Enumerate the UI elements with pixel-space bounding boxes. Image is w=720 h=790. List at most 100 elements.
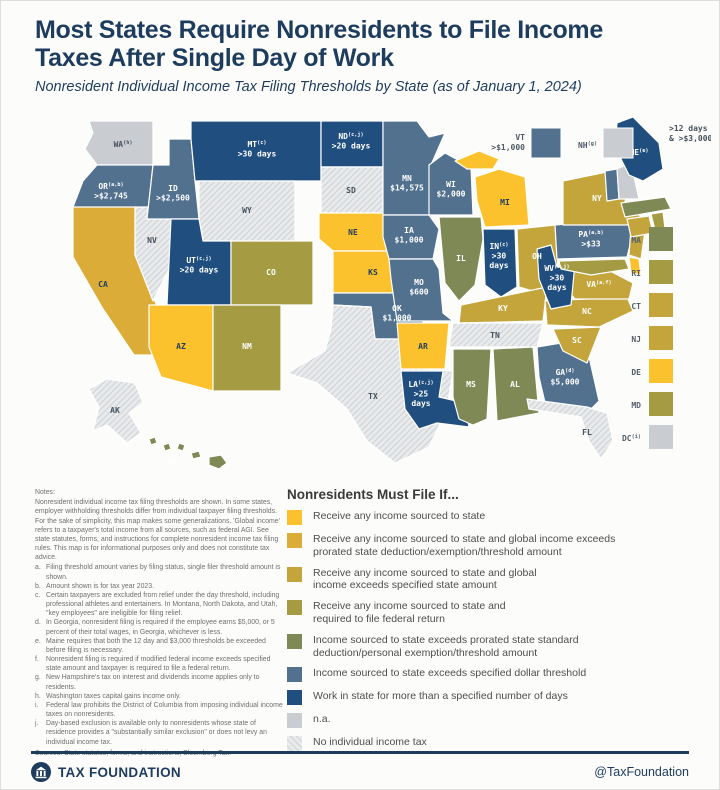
note-text: Amount shown is for tax year 2023. — [46, 582, 155, 590]
small-state-swatch-MD — [649, 392, 673, 416]
small-state-swatch-RI — [649, 260, 673, 284]
state-label-MI: MI — [500, 198, 510, 207]
state-IL — [438, 216, 484, 302]
note-text: New Hampshire's tax on interest and divi… — [46, 674, 260, 691]
note-text: Federal law prohibits the District of Co… — [46, 701, 283, 719]
legend-label-cat-7: Work in state for more than a specified … — [313, 690, 568, 703]
state-ID — [146, 138, 200, 220]
state-HI — [190, 450, 202, 460]
state-HI — [176, 442, 186, 452]
note-key: j. — [35, 720, 39, 728]
state-label-GA: GA(d) — [555, 368, 574, 377]
state-value-WV: days — [547, 283, 566, 292]
state-value-IA: $1,000 — [395, 236, 424, 245]
legend-item-cat-9: No individual income tax — [287, 736, 709, 752]
state-label-AK: AK — [110, 406, 120, 415]
state-label-IL: IL — [456, 254, 466, 263]
state-HI — [162, 442, 172, 452]
legend-label-cat-5: Income sourced to state exceeds prorated… — [313, 633, 579, 659]
note-text: Day-based exclusion is available only to… — [46, 720, 267, 746]
state-label-NC: NC — [582, 307, 592, 316]
state-label-IN: IN(c) — [489, 242, 508, 251]
state-label-IA: IA — [404, 226, 414, 235]
tax-foundation-logo-icon — [31, 762, 51, 782]
state-label-TN: TN — [490, 331, 500, 340]
legend-item-cat-7: Work in state for more than a specified … — [287, 690, 709, 706]
legend-swatch-cat-4 — [287, 600, 302, 616]
state-value-IN: days — [489, 261, 508, 270]
state-KY — [458, 286, 548, 324]
state-label-OK: OK — [392, 304, 402, 313]
state-LA — [400, 370, 470, 430]
state-DE — [628, 256, 642, 276]
note-text: Filing threshold amount varies by filing… — [46, 564, 281, 581]
inset-swatch-NH — [602, 127, 634, 159]
state-value-WI: $2,000 — [437, 190, 466, 199]
state-label-CO: CO — [266, 268, 276, 277]
small-state-label-CT: CT — [631, 302, 641, 311]
inset-label-VT: VT — [515, 133, 525, 142]
state-label-WA: WA(h) — [113, 140, 132, 149]
state-label-NE: NE — [348, 228, 358, 237]
legend-swatch-cat-3 — [287, 566, 302, 582]
brand-name: TAX FOUNDATION — [58, 764, 181, 780]
title-line-1: Most States Require Nonresidents to File… — [35, 16, 603, 44]
me-annotation-line: & >$3,000 — [669, 134, 711, 143]
small-state-swatch-DE — [649, 359, 673, 383]
state-label-NY: NY — [592, 194, 602, 203]
inset-label-NH: NH(g) — [578, 141, 597, 150]
small-state-label-DC: DC(i) — [622, 434, 641, 443]
note-item-h: h. Washington taxes capital gains income … — [35, 692, 285, 701]
state-MD — [558, 258, 630, 276]
state-value-UT: >20 days — [180, 266, 219, 275]
footer-divider — [31, 751, 689, 754]
state-HI — [148, 436, 158, 446]
note-item-d: d. In Georgia, nonresident filing is requ… — [35, 618, 285, 636]
state-value-OK: $1,000 — [383, 314, 412, 323]
legend-label-cat-4: Receive any income sourced to state and r… — [313, 600, 506, 625]
state-label-KY: KY — [498, 304, 508, 313]
note-key: f. — [35, 656, 39, 664]
legend-label-cat-2: Receive any income sourced to state and … — [313, 533, 616, 558]
small-state-swatch-DC — [649, 425, 673, 449]
small-state-swatch-CT — [649, 293, 673, 317]
state-label-WV: WV(c,j) — [544, 263, 569, 273]
note-text: Washington taxes capital gains income on… — [46, 692, 181, 700]
legend-item-cat-4: Receive any income sourced to state and r… — [287, 600, 709, 626]
state-label-HI: HI — [168, 458, 178, 467]
state-label-AZ: AZ — [176, 342, 186, 351]
state-MI — [474, 168, 530, 228]
state-value-LA: >25 — [414, 390, 429, 399]
state-value-PA: >$33 — [581, 240, 600, 249]
state-label-NV: NV — [147, 236, 157, 245]
state-WV — [536, 244, 576, 310]
legend-swatch-cat-2 — [287, 533, 302, 548]
me-annotation-line: >12 days — [669, 124, 708, 133]
state-value-GA: $5,000 — [551, 378, 580, 387]
title-line-2: Taxes After Single Day of Work — [35, 44, 394, 72]
note-key: d. — [35, 619, 41, 627]
state-value-MN: $14,575 — [390, 184, 424, 193]
state-MS — [452, 348, 492, 426]
legend-swatch-cat-8 — [287, 713, 302, 729]
legend-item-cat-8: n.a. — [287, 713, 709, 729]
note-key: i. — [35, 701, 39, 709]
state-AR — [396, 322, 450, 370]
state-label-LA: LA(c,j) — [408, 379, 433, 389]
state-value-MO: $600 — [409, 288, 428, 297]
note-item-j: j. Day-based exclusion is available only … — [35, 719, 285, 747]
state-CO — [230, 240, 314, 306]
state-label-ID: ID — [168, 184, 178, 193]
legend: Nonresidents Must File If... Receive any… — [287, 487, 709, 752]
state-value-WV: >30 — [550, 274, 565, 283]
small-state-label-NJ: NJ — [631, 335, 641, 344]
small-state-label-MA: MA — [631, 236, 641, 245]
legend-label-cat-6: Income sourced to state exceeds specifie… — [313, 667, 587, 680]
brand: TAX FOUNDATION — [31, 762, 181, 782]
note-item-c: c. Certain taxpayers are excluded from re… — [35, 591, 285, 619]
state-label-KS: KS — [368, 268, 378, 277]
legend-swatch-cat-9 — [287, 736, 302, 752]
small-state-swatch-MA — [649, 227, 673, 251]
note-item-i: i. Federal law prohibits the District of … — [35, 701, 285, 719]
